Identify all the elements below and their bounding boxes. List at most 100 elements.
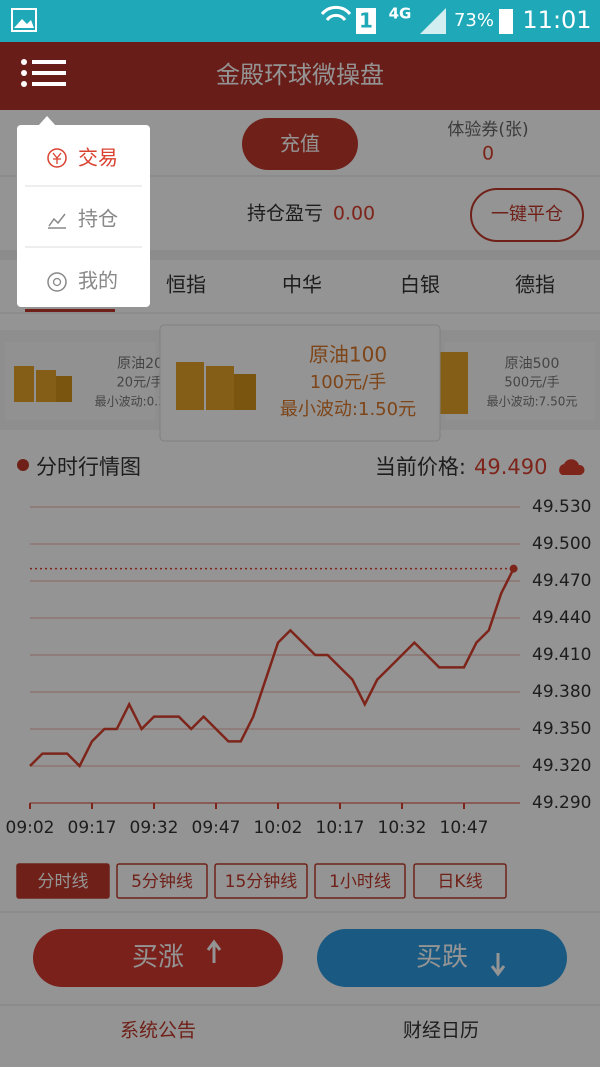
product-card-active[interactable] [159,324,441,442]
product-price: 20元/手 [117,376,164,391]
product-tick: 最小波动:7.50元 [487,395,578,409]
chart: 49.290 49.320 49.350 49.380 49.410 49.440 49.4… [6,497,592,838]
cloud-icon[interactable] [559,459,585,475]
pnl-value: 0.00 [333,203,375,225]
product-card[interactable] [445,342,595,420]
y-tick-label: 49.350 [532,719,591,739]
tab[interactable]: 恒指 [166,273,206,297]
timeframe-button[interactable] [314,863,406,899]
wifi-icon [320,5,352,21]
buy-up-button[interactable] [33,929,283,987]
popup-menu [17,125,150,307]
price-label: 当前价格: [375,455,466,479]
menu-item[interactable]: 交易 [78,146,118,170]
y-tick-label: 49.380 [532,682,591,702]
y-tick-label: 49.410 [532,645,591,665]
menu-dot [21,81,27,87]
arrow-down [490,953,506,977]
timeframe-label[interactable]: 日K线 [437,872,482,892]
footer-tab[interactable]: 系统公告 [120,1020,196,1042]
menu-item[interactable]: 我的 [78,269,118,293]
product-tick: 最小波动:1.50元 [280,399,416,420]
menu-pointer [38,116,56,126]
timeframe-button[interactable] [116,863,208,899]
product-price: 100元/手 [310,372,386,393]
tab[interactable]: 中华 [282,273,322,297]
menu-lines [32,60,66,86]
x-tick-label: 09:32 [130,818,179,838]
x-tick-label: 10:02 [254,818,303,838]
timeframe-label[interactable]: 分时线 [38,872,89,892]
clock: 11:01 [522,6,591,34]
network-type: 4G [389,5,412,23]
user-icon-inner [52,277,62,287]
gallery-icon [11,8,37,32]
voucher-value: 0 [482,143,494,165]
barrel-icon [440,352,468,414]
gallery-icon-shape [14,19,34,28]
pnl-label: 持仓盈亏 [247,203,323,225]
close-all-label[interactable]: 一键平仓 [491,204,563,225]
x-tick-label: 09:02 [6,818,55,838]
x-tick-label: 09:17 [68,818,117,838]
buy-down-label[interactable]: 买跌 [416,943,468,973]
sim-number: 1 [359,9,373,33]
x-tick-label: 10:47 [440,818,489,838]
menu-dot [21,70,27,76]
barrel-icon [234,374,256,410]
buy-up-label[interactable]: 买涨 [132,943,184,973]
timeframe-button[interactable] [214,863,308,899]
barrel-icon [176,362,204,410]
barrel-icon [206,366,234,410]
spacer [0,250,600,260]
signal-icon [420,8,446,34]
y-tick-label: 49.530 [532,497,591,517]
sim-icon [356,8,376,34]
product-name: 原油20 [117,356,163,372]
last-price-dot [509,564,518,573]
yen-icon [47,148,67,168]
menu-button[interactable] [21,59,66,87]
header-title: 金殿环球微操盘 [216,61,384,89]
product-name: 原油500 [505,356,560,372]
y-tick-label: 49.470 [532,571,591,591]
y-tick-label: 49.440 [532,608,591,628]
timeframe-bar: 分时线 5分钟线 15分钟线 1小时线 日K线 [16,863,507,899]
barrel-icon [36,370,56,402]
arrow-up [206,939,222,963]
timeframe-label[interactable]: 5分钟线 [131,872,193,892]
user-icon [47,272,67,292]
x-tick-label: 10:32 [378,818,427,838]
timeframe-label[interactable]: 1小时线 [329,872,391,892]
barrel-icon [56,376,72,402]
tab-indicator [25,309,115,312]
tab[interactable]: 白银 [400,273,440,297]
chart-title: 分时行情图 [36,455,141,479]
y-tick-label: 49.500 [532,534,591,554]
product-price: 500元/手 [504,376,559,391]
recharge-button[interactable] [242,118,358,170]
x-tick-label: 10:17 [316,818,365,838]
y-tick-label: 49.290 [532,793,591,813]
battery-icon [499,9,513,34]
timeframe-button[interactable] [16,863,110,899]
footer-tab[interactable]: 财经日历 [403,1020,479,1042]
recharge-label[interactable]: 充值 [280,132,320,156]
yen-icon-mark [52,152,62,164]
header [0,42,600,110]
voucher-label: 体验券(张) [447,120,528,140]
barrel-icon [14,366,34,402]
position-icon [48,213,66,229]
menu-item[interactable]: 持仓 [78,207,118,231]
x-tick-label: 09:47 [192,818,241,838]
timeframe-button[interactable] [413,863,507,899]
timeframe-label[interactable]: 15分钟线 [225,872,298,892]
current-price: 49.490 [474,455,547,479]
buy-down-button[interactable] [317,929,567,987]
close-all-button[interactable] [470,188,584,242]
battery-text: 73% [454,10,494,31]
tab[interactable]: 德指 [515,273,555,297]
price-line [29,568,515,769]
